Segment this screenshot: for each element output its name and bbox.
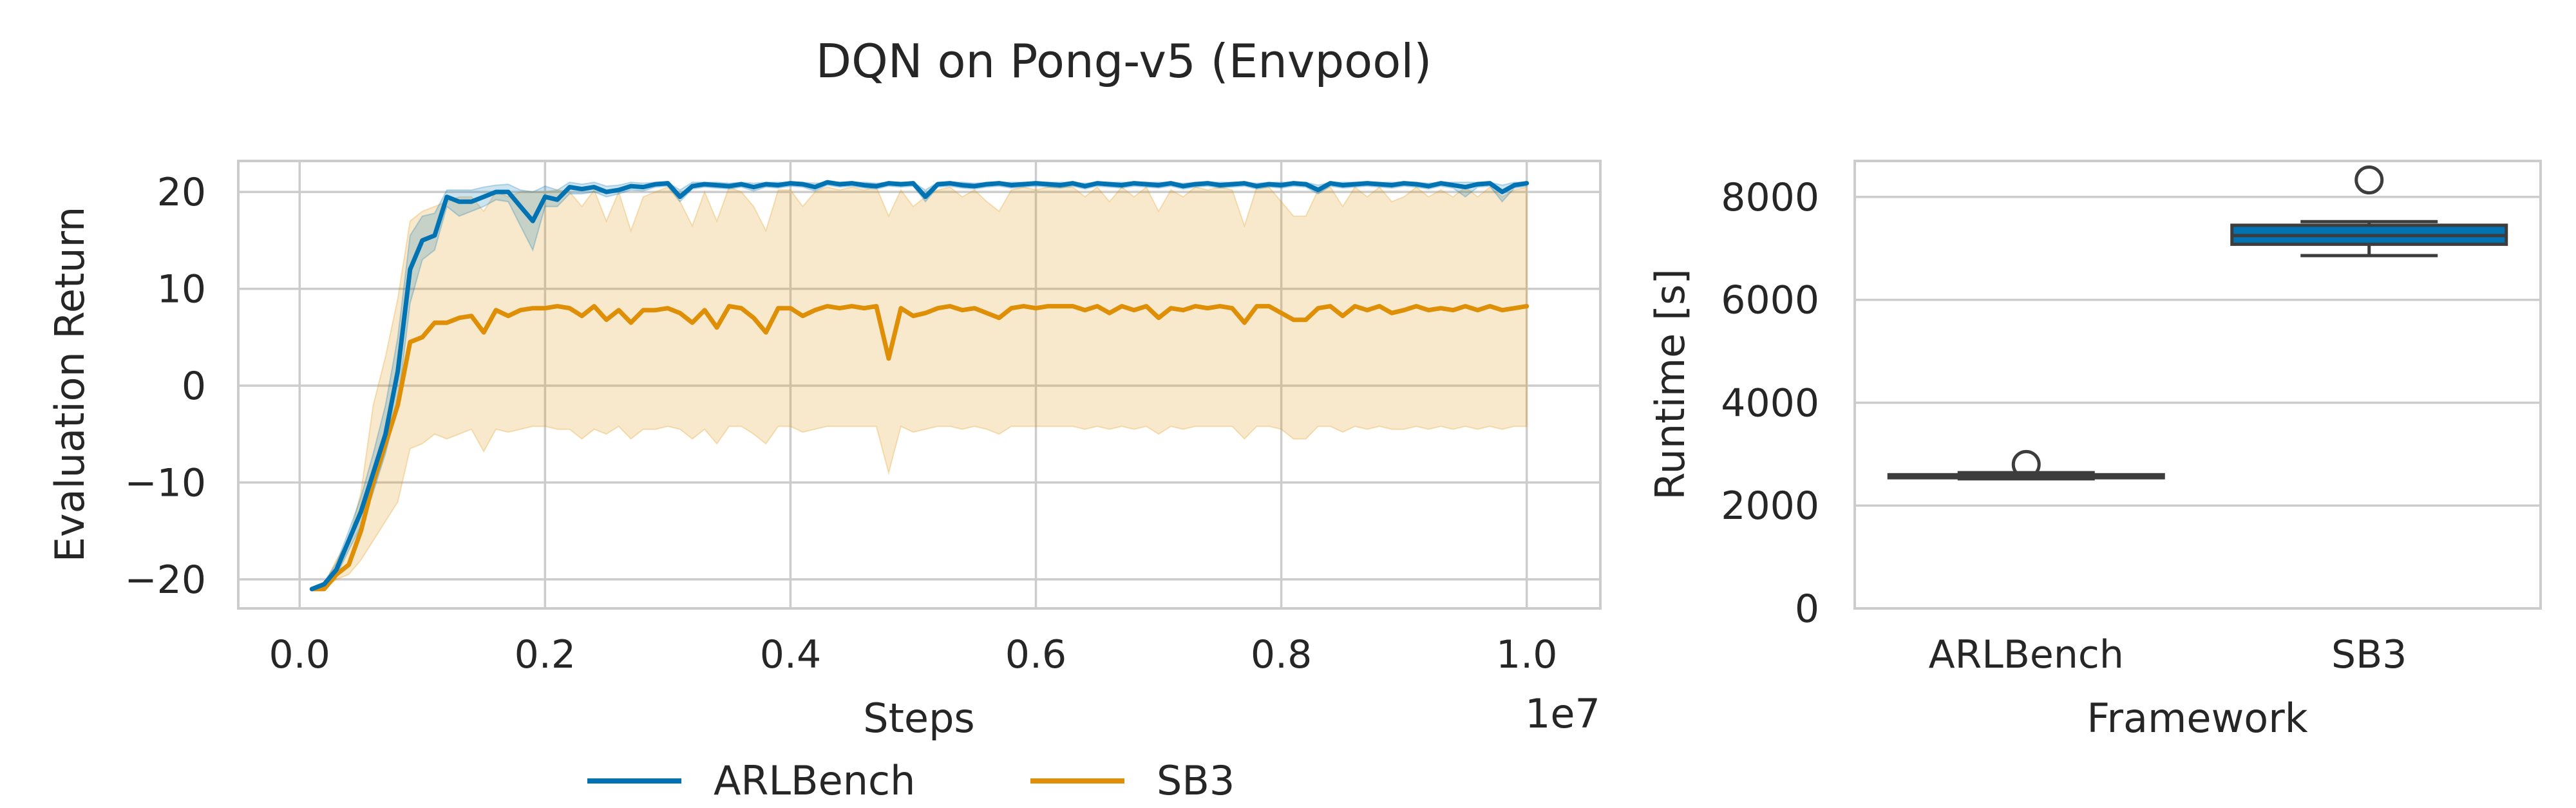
line-chart-x-tick-label: 1.0 <box>1496 632 1557 677</box>
line-chart-y-tick-label: −10 <box>124 460 206 505</box>
line-chart-x-axis-label: Steps <box>863 695 974 742</box>
legend: ARLBench SB3 <box>587 757 1235 804</box>
line-chart-x-tick-label: 0.0 <box>269 632 330 677</box>
box-chart-y-tick-label: 6000 <box>1721 278 1819 323</box>
box-chart-x-tick-label: SB3 <box>2331 632 2407 677</box>
line-chart-series-lines <box>309 180 1530 592</box>
box-chart-y-tick-label: 4000 <box>1721 381 1819 426</box>
line-chart-y-tick-label: −20 <box>124 558 206 603</box>
figure-title: DQN on Pong-v5 (Envpool) <box>816 34 1432 88</box>
line-chart-y-tick-label: 0 <box>182 364 206 409</box>
line-chart-x-tick-labels: 0.0 0.2 0.4 0.6 0.8 1.0 <box>269 632 1558 677</box>
box-chart-y-axis-label: Runtime [s] <box>1647 268 1694 500</box>
legend-label-arlbench: ARLBench <box>714 757 915 804</box>
box-chart-boxes <box>1887 165 2508 481</box>
line-sb3 <box>309 304 1530 592</box>
line-chart-x-tick-label: 0.4 <box>760 632 821 677</box>
box-chart-x-tick-label: ARLBench <box>1929 632 2124 677</box>
box-chart-frame <box>1853 160 2542 610</box>
line-chart-x-tick-label: 0.2 <box>515 632 576 677</box>
line-chart-frame <box>237 160 1602 610</box>
line-chart: 0.0 0.2 0.4 0.6 0.8 1.0 −20 −10 0 10 20 Steps 1e7… <box>46 160 1602 742</box>
outlier-arlbench <box>2011 449 2041 479</box>
line-chart-x-offset-label: 1e7 <box>1525 690 1600 737</box>
line-chart-x-tick-label: 0.6 <box>1005 632 1066 677</box>
line-chart-y-tick-label: 10 <box>157 267 206 312</box>
line-arlbench <box>309 180 1530 592</box>
outlier-sb3 <box>2354 165 2384 195</box>
line-chart-y-axis-label: Evaluation Return <box>46 207 93 563</box>
box-chart-y-tick-label: 2000 <box>1721 484 1819 529</box>
box-chart-x-axis-label: Framework <box>2087 695 2307 742</box>
line-chart-x-tick-label: 0.8 <box>1251 632 1312 677</box>
box-chart-y-tick-label: 0 <box>1795 587 1819 632</box>
line-chart-y-tick-labels: −20 −10 0 10 20 <box>124 170 206 603</box>
line-chart-y-tick-label: 20 <box>157 170 206 215</box>
box-chart-y-tick-labels: 0 2000 4000 6000 8000 <box>1721 175 1819 632</box>
box-chart-x-tick-labels: ARLBench SB3 <box>1929 632 2407 677</box>
box-chart-y-tick-label: 8000 <box>1721 175 1819 220</box>
legend-label-sb3: SB3 <box>1157 757 1235 804</box>
